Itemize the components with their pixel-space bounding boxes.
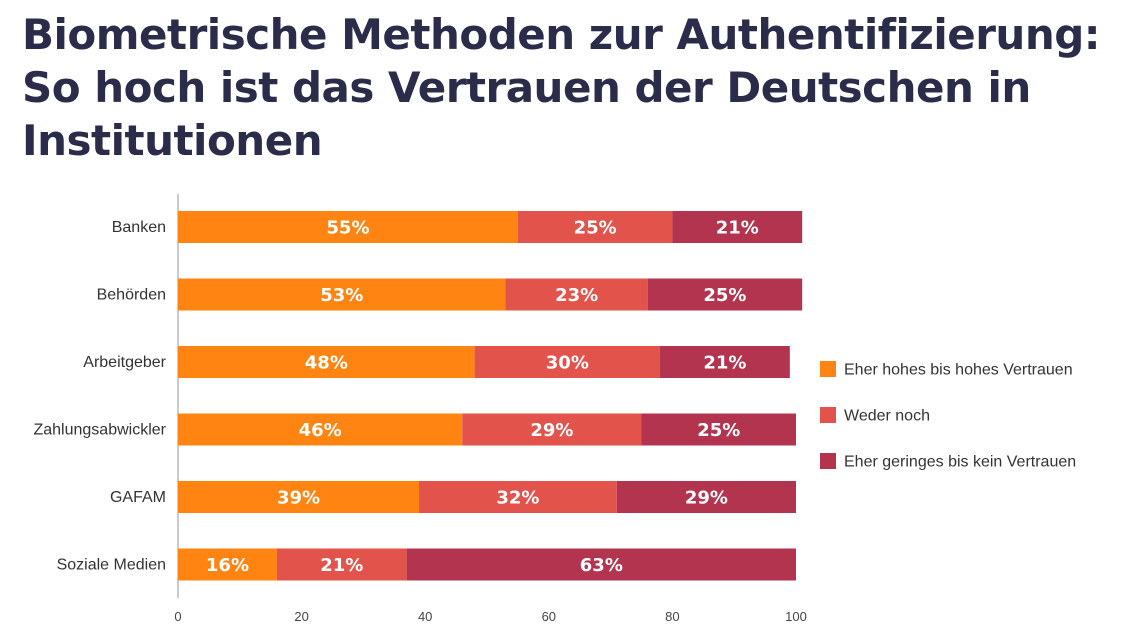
x-tick-label: 100: [785, 609, 807, 624]
x-tick-label: 60: [542, 609, 556, 624]
bar-data-label: 21%: [320, 555, 363, 576]
bar-segment: [419, 481, 617, 513]
chart-title: Biometrische Methoden zur Authentifizier…: [22, 8, 1122, 167]
x-tick-label: 80: [665, 609, 679, 624]
bar-data-label: 55%: [326, 218, 369, 239]
x-tick-label: 0: [174, 609, 181, 624]
bar-data-label: 29%: [530, 420, 573, 441]
bar-segment: [178, 278, 506, 311]
legend-swatch: [820, 407, 836, 423]
bar-segment: [616, 481, 796, 513]
bar-data-label: 32%: [496, 488, 539, 509]
bar-segment: [660, 346, 790, 378]
category-label: Behörden: [97, 287, 166, 304]
bar-segment: [178, 346, 475, 378]
chart-title-line-1: Biometrische Methoden zur Authentifizier…: [22, 10, 1101, 59]
category-label: Banken: [112, 219, 166, 236]
bar-segment: [647, 278, 803, 311]
bar-data-label: 63%: [580, 555, 623, 576]
bar-data-label: 25%: [697, 420, 740, 441]
bar-data-label: 29%: [685, 488, 728, 509]
bar-data-label: 39%: [277, 488, 320, 509]
legend-label: Eher geringes bis kein Vertrauen: [844, 454, 1076, 471]
x-tick-label: 40: [418, 609, 432, 624]
bar-data-label: 30%: [546, 353, 589, 374]
bar-segment: [406, 548, 796, 581]
bar-data-label: 25%: [703, 285, 746, 306]
bar-segment: [505, 278, 648, 311]
bar-data-label: 48%: [305, 353, 348, 374]
bar-segment: [276, 548, 407, 581]
legend-swatch: [820, 453, 836, 469]
bar-segment: [178, 413, 463, 446]
bar-segment: [641, 413, 796, 446]
bar-data-label: 21%: [716, 218, 759, 239]
bar-data-label: 23%: [555, 285, 598, 306]
legend-label: Eher hohes bis hohes Vertrauen: [844, 362, 1073, 379]
bar-data-label: 25%: [574, 218, 617, 239]
category-label: Soziale Medien: [57, 557, 166, 574]
bar-data-label: 53%: [320, 285, 363, 306]
category-label: Arbeitgeber: [83, 354, 166, 371]
bar-data-label: 21%: [703, 353, 746, 374]
chart-title-line-3: Institutionen: [22, 116, 323, 165]
bar-segment: [178, 481, 420, 513]
legend-label: Weder noch: [844, 408, 930, 425]
category-label: GAFAM: [110, 489, 166, 506]
bar-segment: [474, 346, 661, 378]
chart-title-line-2: So hoch ist das Vertrauen der Deutschen …: [22, 63, 1031, 112]
bar-segment: [672, 211, 803, 243]
x-tick-label: 20: [294, 609, 308, 624]
bar-data-label: 46%: [299, 420, 342, 441]
bar-segment: [462, 413, 642, 446]
bar-data-label: 16%: [206, 555, 249, 576]
bar-segment: [517, 211, 673, 243]
bar-segment: [178, 548, 277, 581]
bar-segment: [178, 211, 518, 243]
legend-swatch: [820, 361, 836, 377]
category-label: Zahlungsabwickler: [33, 422, 166, 439]
